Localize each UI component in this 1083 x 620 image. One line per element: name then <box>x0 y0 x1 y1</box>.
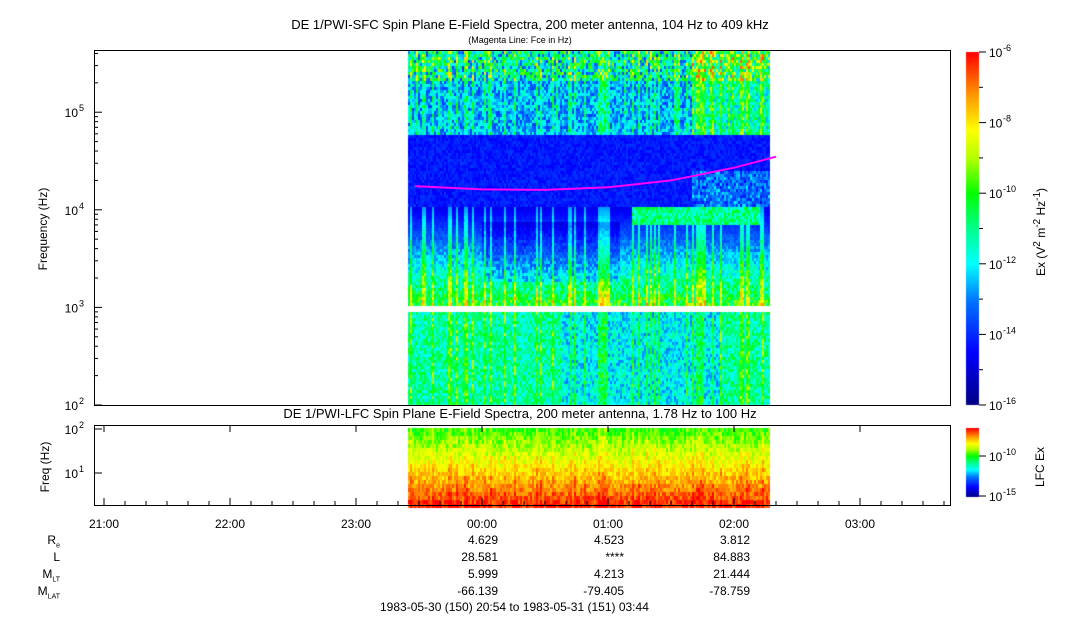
ephemeris-value: 4.523 <box>593 533 624 547</box>
ephemeris-value: **** <box>605 550 624 564</box>
x-tick-label: 22:00 <box>215 517 245 531</box>
colorbar-tick-label: 10 <box>989 258 1003 272</box>
ephemeris-value: 3.812 <box>719 533 750 547</box>
y-tick-label: 10 <box>65 467 79 481</box>
colorbar-tick-label: 10 <box>989 187 1003 201</box>
ephemeris-label: L <box>53 550 60 566</box>
label-sub: e <box>56 542 60 550</box>
label-main: M <box>42 567 53 581</box>
colorbar-tick-exponent: -10 <box>1003 447 1016 457</box>
ephemeris-value: 84.883 <box>713 550 750 564</box>
x-tick-label: 03:00 <box>845 517 875 531</box>
y-tick-label: 10 <box>65 301 79 315</box>
lfc-colorbar-label: LFC Ex <box>1033 447 1047 488</box>
colorbar-tick-label: 10 <box>989 46 1003 60</box>
x-tick-label: 01:00 <box>593 517 623 531</box>
colorbar-tick-label: 10 <box>989 490 1003 504</box>
label-main: L <box>53 550 60 564</box>
y-tick-exponent: 1 <box>79 464 84 474</box>
ephemeris-value: 4.213 <box>593 567 624 581</box>
sfc-title: DE 1/PWI-SFC Spin Plane E-Field Spectra,… <box>291 17 769 32</box>
colorbar-tick-exponent: -14 <box>1003 325 1016 335</box>
date-range: 1983-05-30 (150) 20:54 to 1983-05-31 (15… <box>380 600 649 614</box>
lfc-ylabel: Freq (Hz) <box>38 441 52 493</box>
ephemeris-value: -79.405 <box>583 584 624 598</box>
ephemeris-label: MLAT <box>38 584 60 600</box>
ephemeris-value: 28.581 <box>461 550 498 564</box>
y-tick-label: 10 <box>65 399 79 413</box>
x-tick-label: 00:00 <box>467 517 497 531</box>
colorbar-label: Ex (V2 m-2 Hz-1) <box>1032 187 1048 277</box>
colorbar-tick-label: 10 <box>989 450 1003 464</box>
y-tick-label: 10 <box>65 106 79 120</box>
x-tick-label: 21:00 <box>89 517 119 531</box>
label-main: R <box>47 533 57 547</box>
label-main: M <box>37 584 48 598</box>
y-tick-exponent: 5 <box>79 103 84 113</box>
y-tick-exponent: 3 <box>79 298 84 308</box>
y-tick-exponent: 4 <box>79 201 84 211</box>
label-sub: LAT <box>47 593 60 601</box>
colorbar-tick-exponent: -8 <box>1003 114 1011 124</box>
y-tick-exponent: 2 <box>79 396 84 406</box>
fce-line <box>414 155 777 191</box>
y-tick-exponent: 2 <box>79 420 84 430</box>
colorbar-tick-exponent: -10 <box>1003 184 1016 194</box>
colorbar-tick-exponent: -15 <box>1003 487 1016 497</box>
colorbar-tick-label: 10 <box>989 399 1003 413</box>
ephemeris-label: MLT <box>42 567 60 583</box>
ephemeris-value: -66.139 <box>457 584 498 598</box>
lfc-plot-frame <box>94 425 951 506</box>
sfc-ylabel: Frequency (Hz) <box>36 187 50 271</box>
colorbar-tick-label: 10 <box>989 117 1003 131</box>
colorbar-tick-label: 10 <box>989 328 1003 342</box>
colorbar-tick-exponent: -6 <box>1003 43 1011 53</box>
ephemeris-value: 21.444 <box>713 567 750 581</box>
y-tick-label: 10 <box>65 423 79 437</box>
y-tick-label: 10 <box>65 204 79 218</box>
sfc-plot-frame <box>94 50 951 406</box>
ephemeris-value: 5.999 <box>467 567 498 581</box>
ephemeris-value: 4.629 <box>467 533 498 547</box>
x-tick-label: 23:00 <box>341 517 371 531</box>
ephemeris-value: -78.759 <box>709 584 750 598</box>
colorbar-tick-exponent: -16 <box>1003 396 1016 406</box>
label-sub: LT <box>52 576 60 584</box>
ephemeris-label: Re <box>47 533 60 549</box>
x-tick-label: 02:00 <box>719 517 749 531</box>
lfc-title: DE 1/PWI-LFC Spin Plane E-Field Spectra,… <box>283 406 757 421</box>
colorbar-tick-exponent: -12 <box>1003 255 1016 265</box>
sfc-subtitle: (Magenta Line: Fce in Hz) <box>468 35 572 45</box>
